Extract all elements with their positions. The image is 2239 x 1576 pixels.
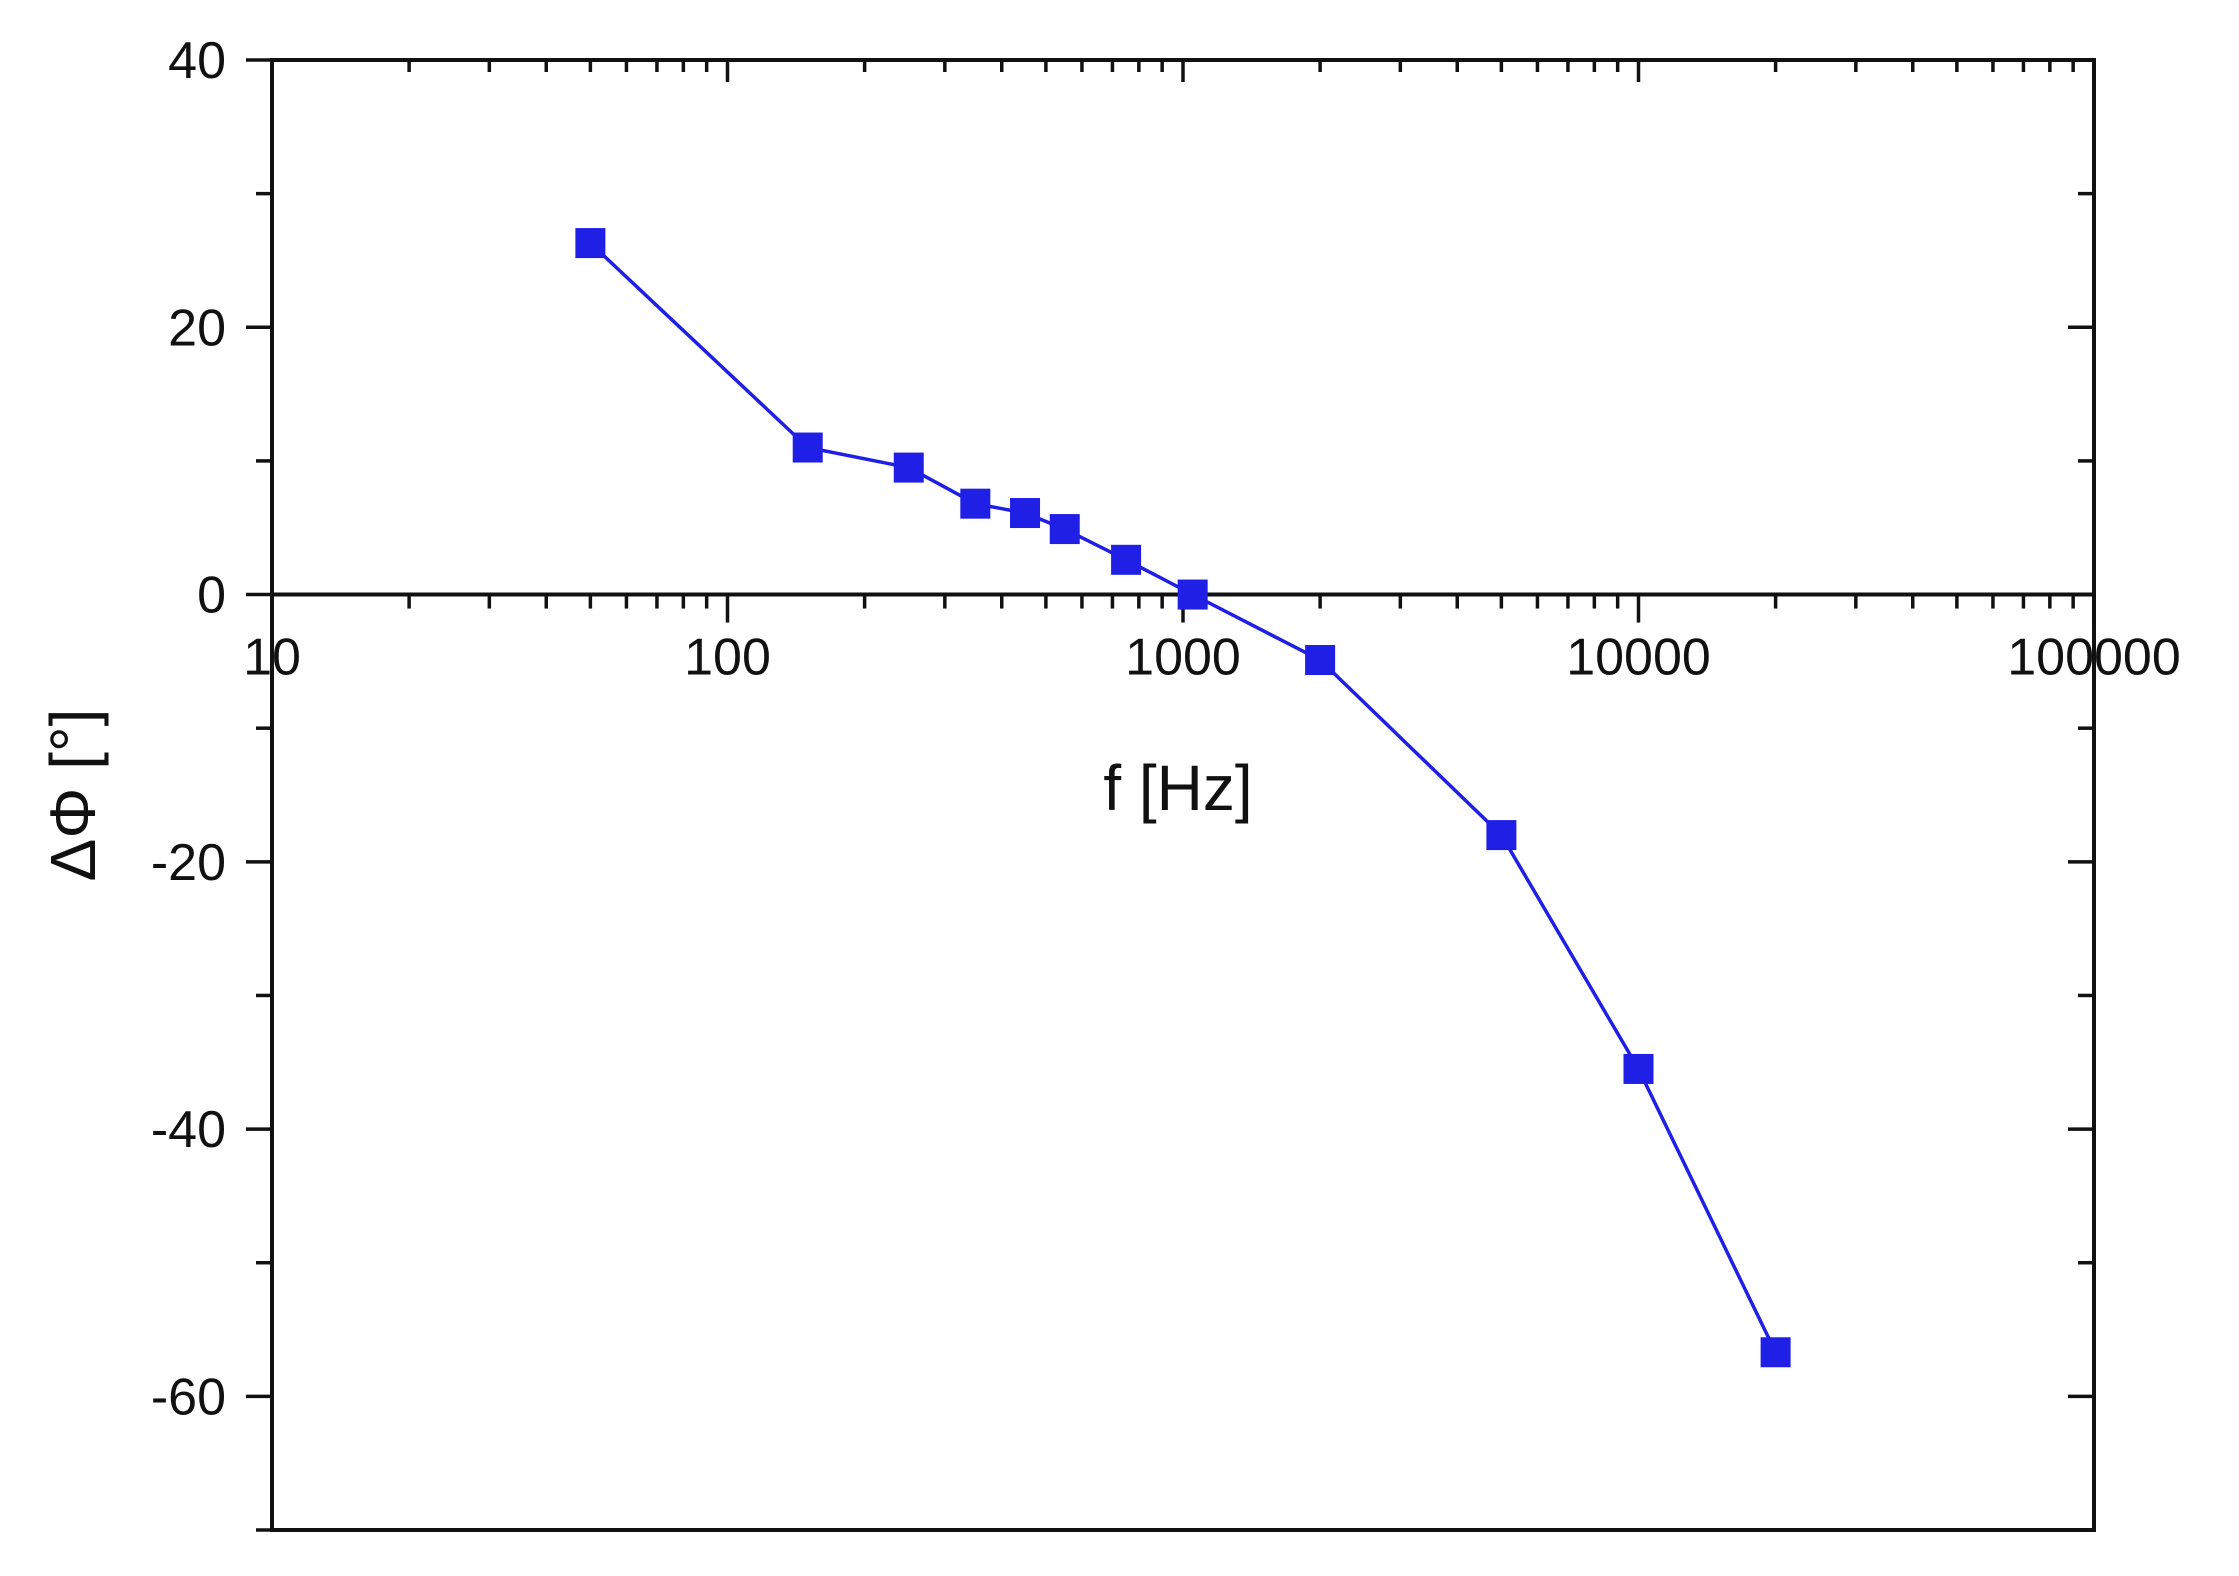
y-tick-label: 20 xyxy=(168,299,226,357)
x-tick-label: 100000 xyxy=(2007,629,2181,687)
data-point-marker xyxy=(1486,820,1517,851)
series-line xyxy=(589,241,1778,1354)
data-point-marker xyxy=(1760,1337,1791,1368)
data-point-marker xyxy=(575,228,606,259)
y-tick-label: 40 xyxy=(168,32,226,90)
data-point-marker xyxy=(1111,544,1142,575)
data-point-marker xyxy=(1177,579,1208,610)
data-point-marker xyxy=(1623,1053,1654,1084)
data-point-marker xyxy=(893,452,924,483)
x-tick-label: 10 xyxy=(243,629,301,687)
series-group xyxy=(575,228,1791,1368)
y-tick-label: -20 xyxy=(151,834,226,892)
x-tick-label: 100 xyxy=(684,629,771,687)
data-point-marker xyxy=(1010,498,1041,529)
x-tick-labels: 10 100 1000 10000 100000 xyxy=(243,629,2181,687)
data-point-marker xyxy=(960,488,991,519)
data-point-marker xyxy=(1049,514,1080,545)
data-point-marker xyxy=(792,432,823,463)
y-tick-label: -60 xyxy=(151,1368,226,1426)
x-tick-label: 10000 xyxy=(1566,629,1711,687)
y-tick-label: -40 xyxy=(151,1101,226,1159)
y-tick-labels: 40 20 0 -20 -40 -60 xyxy=(151,32,226,1426)
x-tick-label: 1000 xyxy=(1125,629,1241,687)
y-tick-label: 0 xyxy=(197,567,226,625)
x-axis-title: f [Hz] xyxy=(1103,752,1252,824)
y-axis-title: ΔΦ [°] xyxy=(37,709,109,882)
data-point-marker xyxy=(1305,645,1336,676)
